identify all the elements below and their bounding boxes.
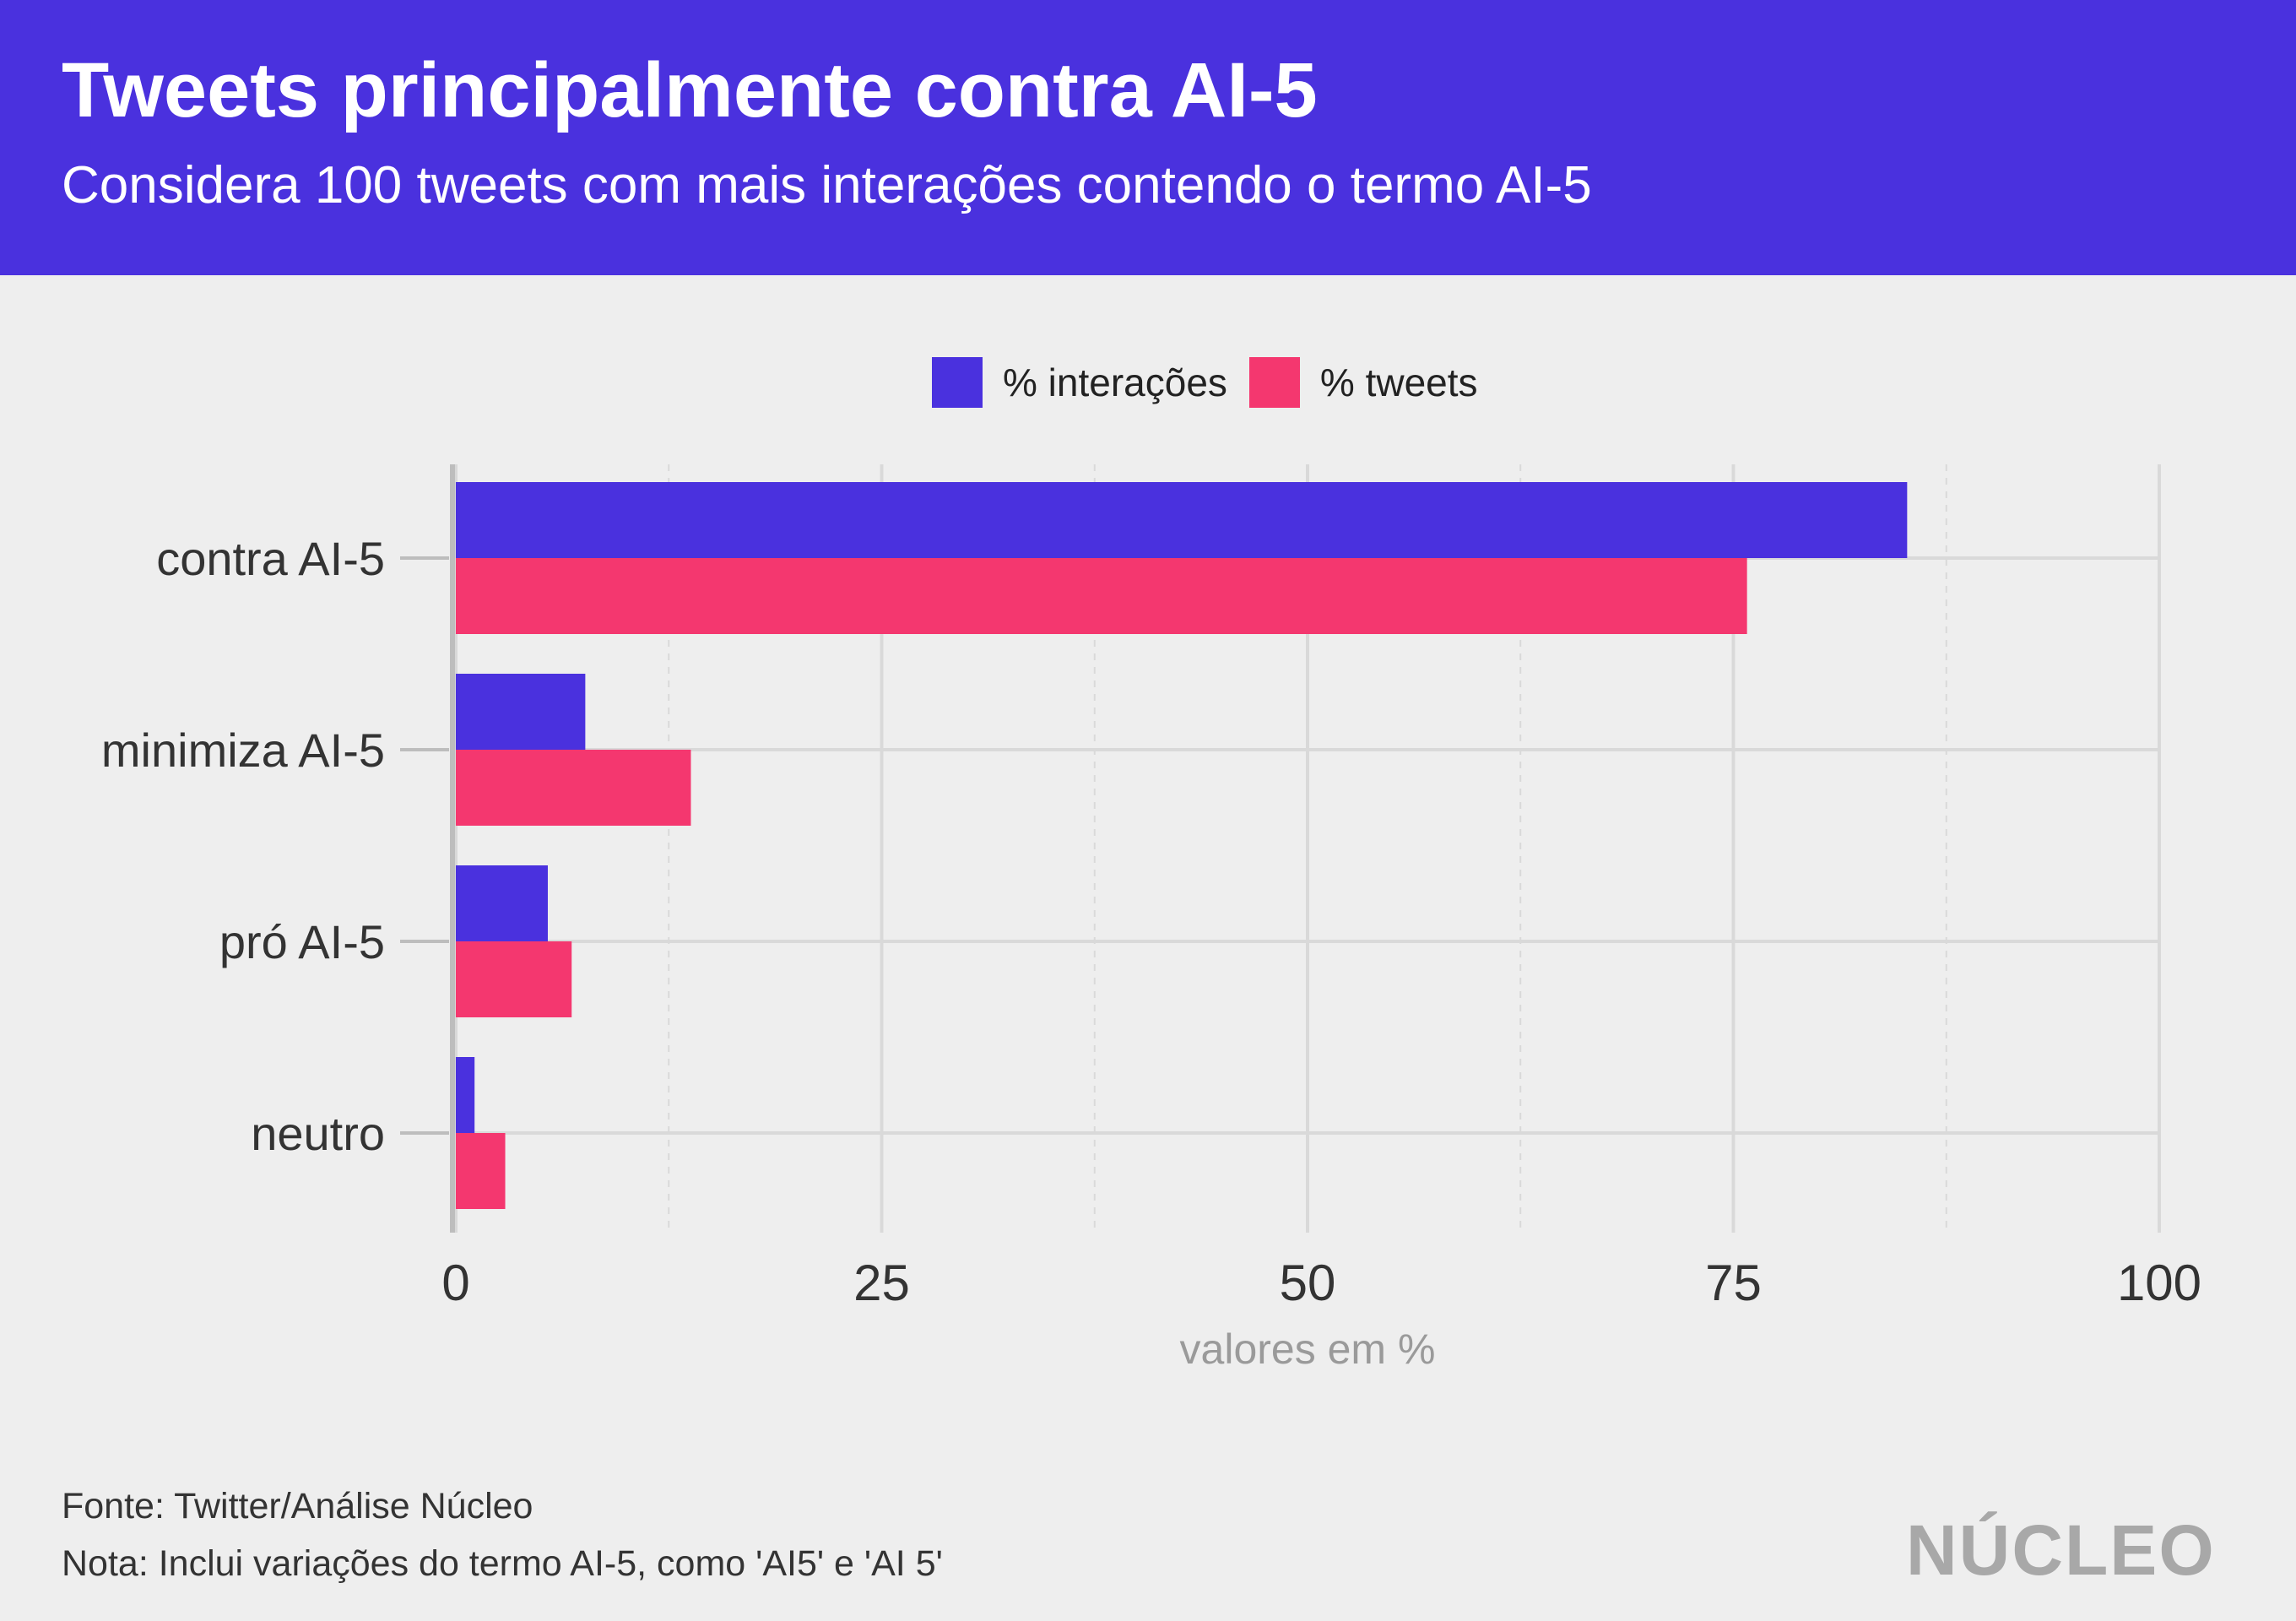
legend-swatch-interacoes bbox=[932, 357, 983, 408]
legend-label-tweets: % tweets bbox=[1319, 361, 1478, 404]
header-banner: Tweets principalmente contra AI-5 Consid… bbox=[0, 0, 2296, 275]
bar-chart: contra AI-5 minimiza AI-5 pró AI-5 neutro 0 2… bbox=[101, 464, 2201, 1373]
legend-swatch-tweets bbox=[1248, 357, 1300, 408]
x-axis-title: valores em % bbox=[1180, 1326, 1436, 1373]
x-tick-label: 25 bbox=[853, 1255, 910, 1311]
bar-interacoes bbox=[456, 1057, 475, 1133]
legend-item-tweets: % tweets bbox=[1248, 357, 1478, 408]
category-label: neutro bbox=[251, 1107, 385, 1160]
category-label: pró AI-5 bbox=[219, 915, 385, 968]
bar-tweets bbox=[456, 941, 572, 1017]
x-tick-label: 75 bbox=[1705, 1255, 1762, 1311]
legend-item-interacoes: % interações bbox=[932, 357, 1227, 408]
category-label: contra AI-5 bbox=[156, 532, 385, 585]
x-tick-label: 50 bbox=[1280, 1255, 1336, 1311]
chart-title: Tweets principalmente contra AI-5 bbox=[62, 47, 1318, 133]
x-tick-label: 0 bbox=[441, 1255, 469, 1311]
bar-tweets bbox=[456, 1133, 506, 1209]
legend: % interações % tweets bbox=[932, 357, 1500, 408]
bar-interacoes bbox=[456, 482, 1908, 558]
bar-interacoes bbox=[456, 674, 586, 750]
bar-tweets bbox=[456, 558, 1747, 634]
footnote: Nota: Inclui variações do termo AI-5, co… bbox=[62, 1543, 943, 1584]
source-note: Fonte: Twitter/Análise Núcleo bbox=[62, 1486, 533, 1526]
x-tick-label: 100 bbox=[2117, 1255, 2201, 1311]
bar-tweets bbox=[456, 750, 691, 826]
bar-interacoes bbox=[456, 865, 548, 941]
category-label: minimiza AI-5 bbox=[101, 724, 385, 777]
chart-subtitle: Considera 100 tweets com mais interações… bbox=[62, 156, 1592, 214]
nucleo-logo: NÚCLEO bbox=[1906, 1510, 2216, 1590]
legend-label-interacoes: % interações bbox=[1003, 361, 1227, 404]
